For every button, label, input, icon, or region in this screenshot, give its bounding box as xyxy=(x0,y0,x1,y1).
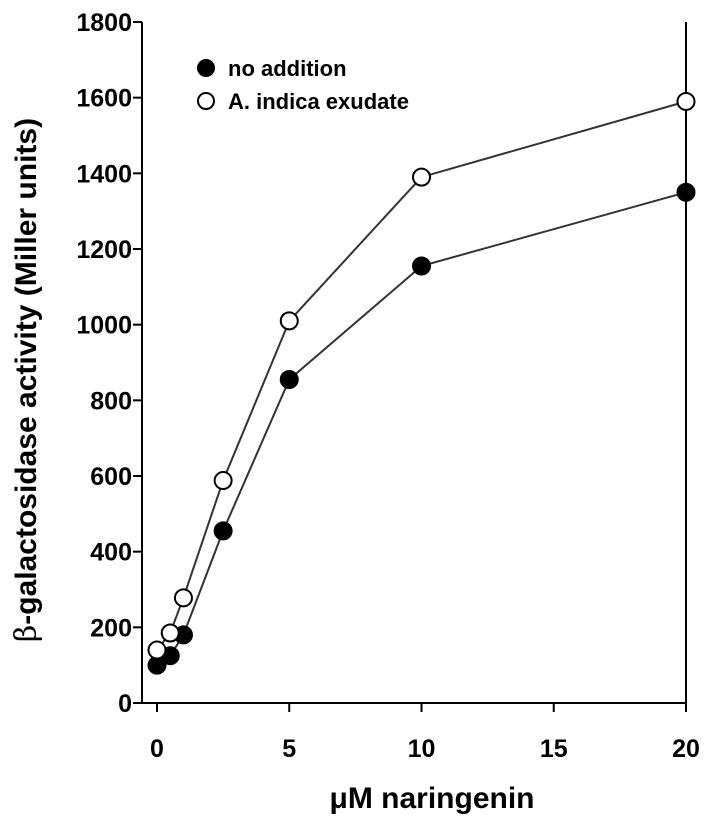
y-tick-label-600: 600 xyxy=(90,463,132,491)
y-axis-title-text: -galactosidase activity (Miller units) xyxy=(10,118,43,625)
point-a-indica-exudate-2 xyxy=(173,588,193,608)
y-tick-label-1800: 1800 xyxy=(76,9,132,37)
x-axis-title: μM naringenin xyxy=(329,782,534,815)
legend: no addition A. indica exudate xyxy=(197,56,409,114)
point-no-addition-5 xyxy=(412,256,431,276)
y-axis-title-symbol: β xyxy=(9,625,44,642)
legend-label-no-addition: no addition xyxy=(228,56,347,81)
point-no-addition-3 xyxy=(213,521,233,541)
y-tick-label-1600: 1600 xyxy=(76,85,132,113)
y-tick-label-800: 800 xyxy=(90,387,132,415)
y-axis-title: β-galactosidase activity (Miller units) xyxy=(9,118,44,642)
y-tick-label-200: 200 xyxy=(90,614,132,642)
point-a-indica-exudate-5 xyxy=(412,167,431,187)
point-a-indica-exudate-4 xyxy=(279,311,299,331)
x-tick-label-10: 10 xyxy=(408,735,436,763)
y-ticks: 0 200 400 600 800 1000 1200 1400 1600 1800 xyxy=(76,9,142,718)
point-no-addition-6 xyxy=(676,182,696,202)
point-a-indica-exudate-3 xyxy=(213,471,233,491)
y-tick-label-1200: 1200 xyxy=(76,236,132,264)
y-tick-label-1400: 1400 xyxy=(76,160,132,188)
y-tick-label-0: 0 xyxy=(118,690,132,718)
x-tick-label-0: 0 xyxy=(150,735,164,763)
x-tick-label-15: 15 xyxy=(540,735,568,763)
x-tick-label-20: 20 xyxy=(672,735,700,763)
legend-label-a-indica-exudate: A. indica exudate xyxy=(228,89,409,114)
point-a-indica-exudate-0 xyxy=(147,640,167,660)
point-a-indica-exudate-1 xyxy=(160,623,180,643)
legend-marker-no-addition xyxy=(197,59,215,77)
x-ticks: 0 5 10 15 20 xyxy=(150,703,700,763)
point-a-indica-exudate-6 xyxy=(676,91,696,111)
x-tick-label-5: 5 xyxy=(282,735,296,763)
y-tick-label-1000: 1000 xyxy=(76,312,132,340)
y-tick-label-400: 400 xyxy=(90,539,132,567)
legend-marker-a-indica-exudate xyxy=(197,92,215,110)
series-points xyxy=(147,91,696,675)
point-no-addition-4 xyxy=(279,370,299,390)
